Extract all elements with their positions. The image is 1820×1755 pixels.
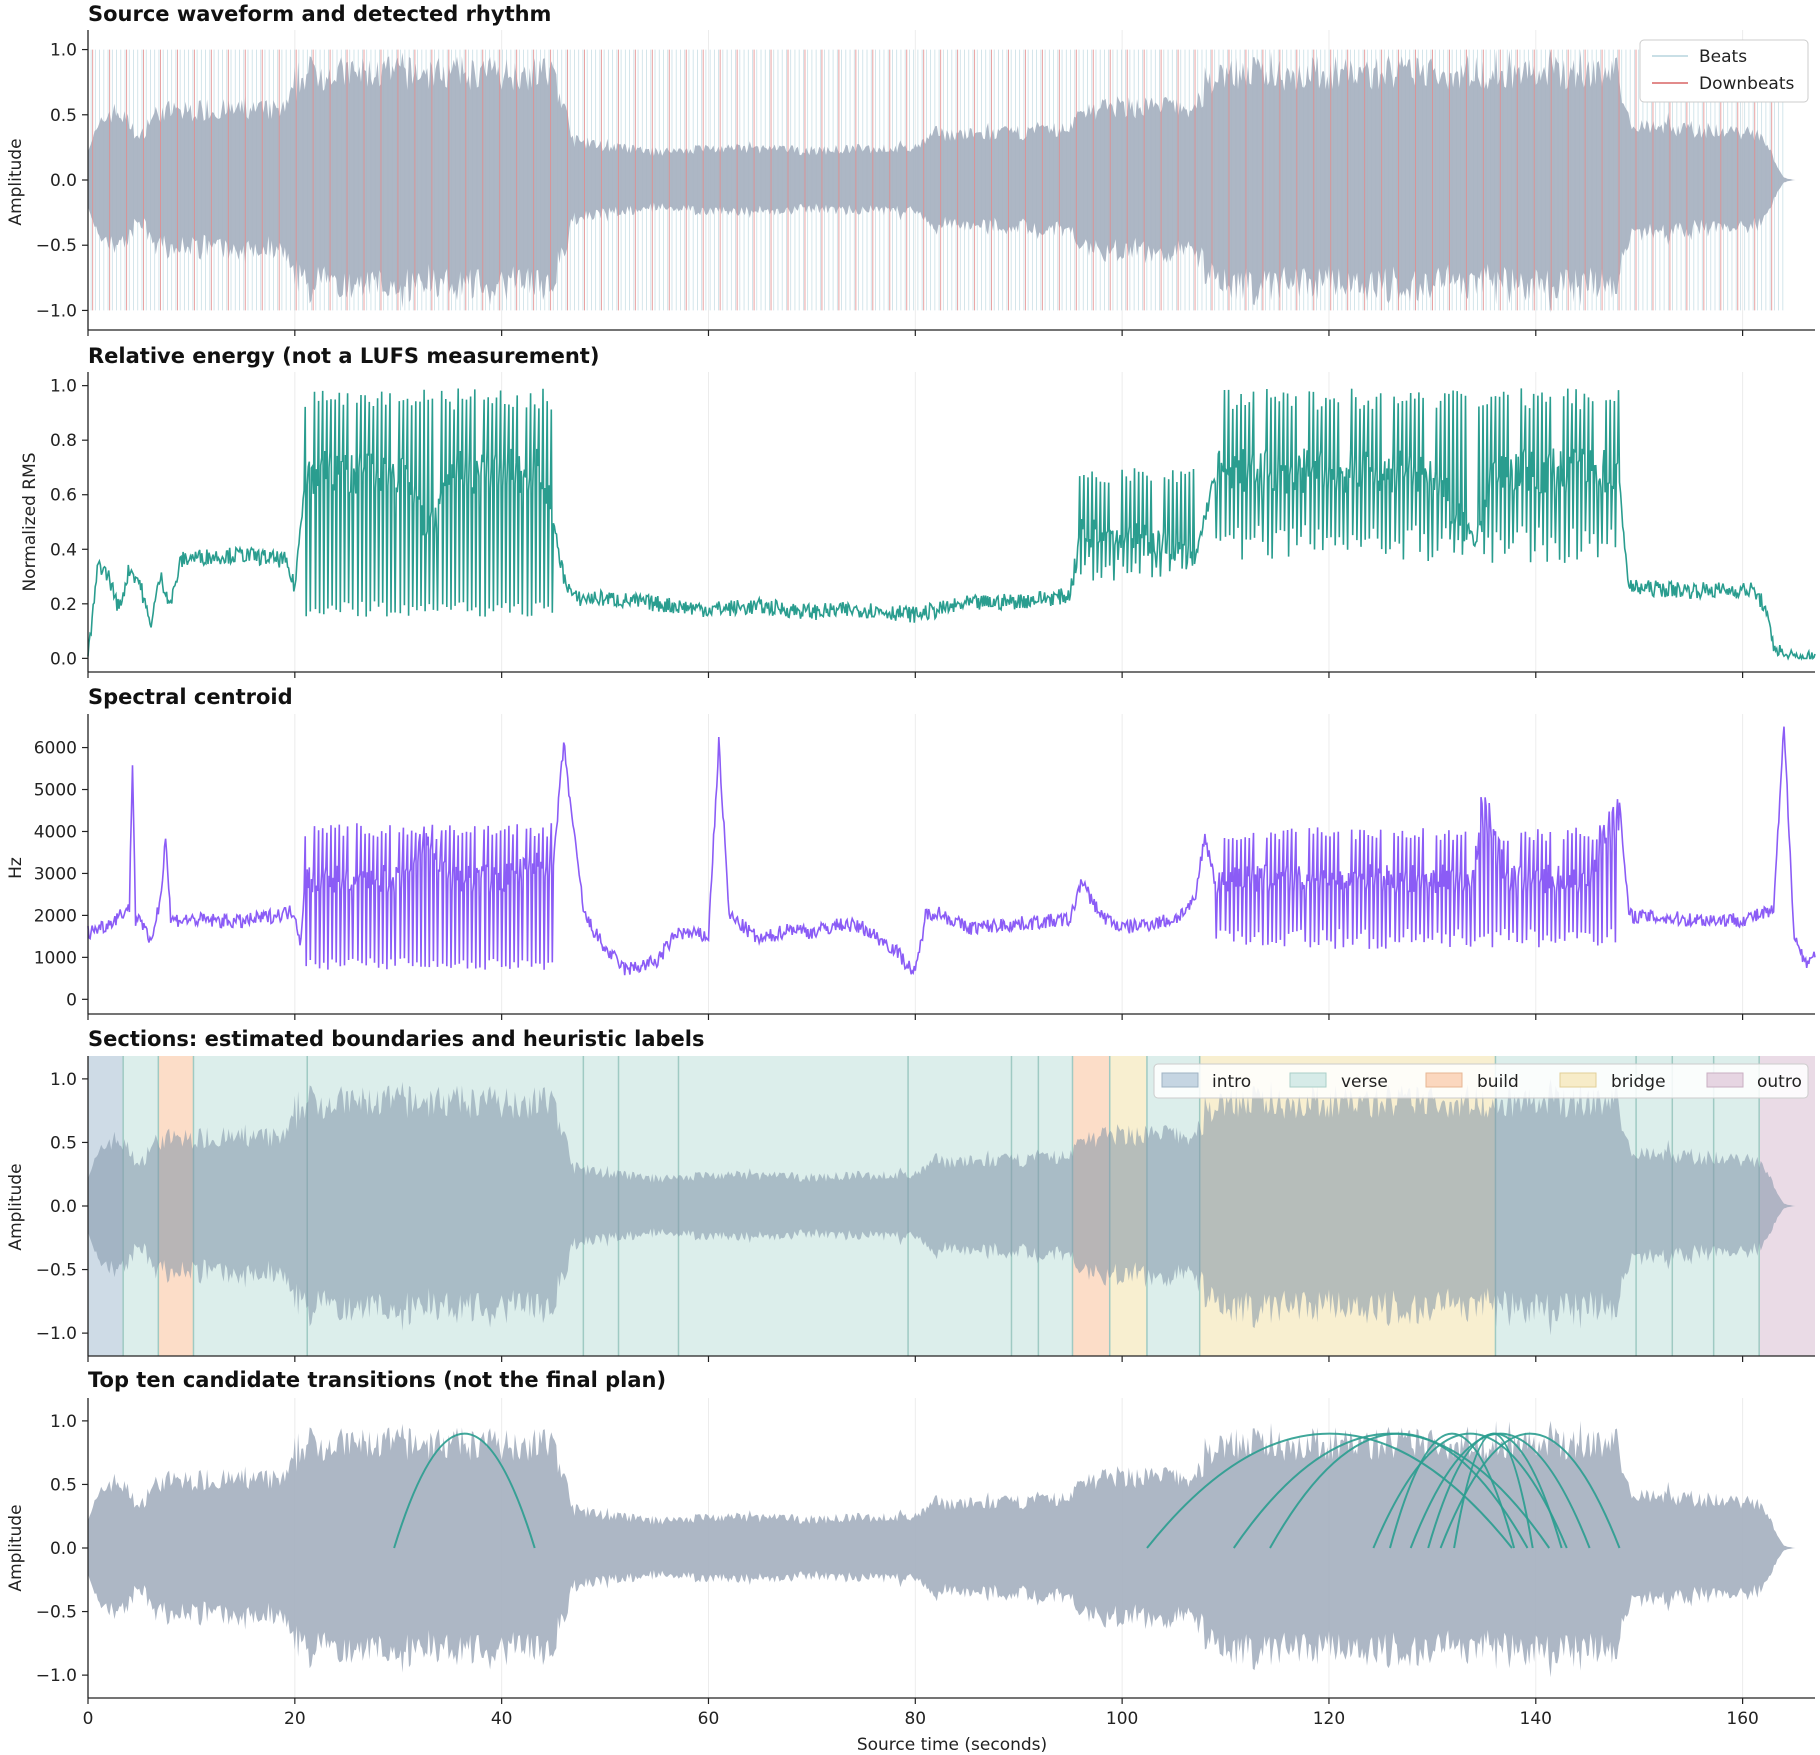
downbeats-legend-label: Downbeats (1699, 74, 1795, 94)
y-tick-label: 1.0 (50, 41, 77, 61)
sections-legend: intro verse build bridge outro (1153, 1063, 1809, 1099)
transition-arc (1146, 1432, 1513, 1549)
y-tick-label: 0.0 (50, 1539, 77, 1559)
build-legend-swatch (1425, 1072, 1463, 1088)
y-tick-label: 0.5 (50, 1133, 77, 1153)
transition-arc (1453, 1432, 1534, 1549)
centroid-panel: 0 1000 2000 3000 4000 5000 6000 Spectral centr… (6, 685, 1816, 1020)
verse-legend-label: verse (1341, 1072, 1388, 1092)
transition-arc (1269, 1432, 1529, 1549)
beats-legend-label: Beats (1699, 47, 1747, 67)
x-tick-label: 120 (1313, 1709, 1345, 1729)
y-tick-label: 0.5 (50, 106, 77, 126)
x-axis-label: Source time (seconds) (857, 1735, 1047, 1755)
x-tick-label: 140 (1520, 1709, 1552, 1729)
y-tick-label: −0.5 (36, 1603, 77, 1623)
verse-legend-swatch (1289, 1072, 1327, 1088)
x-tick-label: 20 (284, 1709, 306, 1729)
y-tick-label: 0 (66, 990, 77, 1010)
transition-arc (1372, 1432, 1568, 1549)
bridge-legend-label: bridge (1611, 1072, 1666, 1092)
waveform-ylabel: Amplitude (6, 138, 26, 225)
energy-line (87, 388, 1816, 661)
waveform (88, 1078, 1799, 1336)
energy-title: Relative energy (not a LUFS measurement) (88, 344, 599, 368)
y-tick-label: 0.6 (50, 486, 77, 506)
y-tick-label: 0.0 (50, 1197, 77, 1217)
y-tick-label: 4000 (34, 822, 77, 842)
energy-panel: 0.0 0.2 0.4 0.6 0.8 1.0 Relative energy (not … (20, 344, 1816, 678)
x-tick-label: 160 (1726, 1709, 1758, 1729)
transition-arc (1389, 1432, 1516, 1549)
waveform-title: Source waveform and detected rhythm (88, 2, 551, 26)
sections-ylabel: Amplitude (6, 1163, 26, 1250)
x-tick-label: 0 (83, 1709, 94, 1729)
centroid-title: Spectral centroid (88, 685, 293, 709)
energy-plot-area: 0.0 0.2 0.4 0.6 0.8 1.0 (50, 372, 1816, 678)
sections-panel: −1.0 −0.5 0.0 0.5 1.0 Sections: estimated bo… (6, 1027, 1815, 1362)
transitions-plot-area: −1.0 −0.5 0.0 0.5 1.0 0 20 40 60 80 100 120 140 160 (36, 1398, 1815, 1729)
y-tick-label: −1.0 (36, 1666, 77, 1686)
x-tick-label: 40 (491, 1709, 513, 1729)
centroid-ylabel: Hz (6, 857, 26, 879)
intro-legend-label: intro (1212, 1072, 1251, 1092)
waveform (88, 49, 1799, 313)
waveform-plot-area: −1.0 −0.5 0.0 0.5 1.0 (36, 30, 1815, 336)
waveform-legend: Beats Downbeats (1639, 39, 1809, 103)
waveform (88, 1420, 1799, 1678)
build-legend-label: build (1477, 1072, 1519, 1092)
transition-arc (393, 1432, 536, 1549)
y-tick-label: 2000 (34, 906, 77, 926)
sections-plot-area: −1.0 −0.5 0.0 0.5 1.0 (36, 1056, 1815, 1362)
y-tick-label: 0.4 (50, 540, 77, 560)
outro-legend-label: outro (1757, 1072, 1802, 1092)
x-tick-label: 60 (698, 1709, 720, 1729)
y-tick-label: 1000 (34, 948, 77, 968)
x-tick-label: 100 (1106, 1709, 1138, 1729)
transitions-ylabel: Amplitude (6, 1504, 26, 1591)
x-tick-label: 80 (904, 1709, 926, 1729)
transitions-title: Top ten candidate transitions (not the f… (88, 1368, 666, 1392)
y-tick-label: 0.8 (50, 431, 77, 451)
sections-title: Sections: estimated boundaries and heuri… (88, 1027, 704, 1051)
y-tick-label: −0.5 (36, 1261, 77, 1281)
y-tick-label: 0.0 (50, 171, 77, 191)
y-tick-label: 0.0 (50, 649, 77, 669)
y-tick-label: 6000 (34, 739, 77, 759)
centroid-plot-area: 0 1000 2000 3000 4000 5000 6000 (34, 714, 1816, 1020)
transitions-panel: −1.0 −0.5 0.0 0.5 1.0 0 20 40 60 80 100 120 140 160 T… (6, 1368, 1815, 1755)
y-tick-label: 1.0 (50, 1070, 77, 1090)
y-tick-label: 3000 (34, 864, 77, 884)
centroid-line (87, 726, 1816, 976)
outro-legend-swatch (1706, 1072, 1744, 1088)
y-tick-label: 5000 (34, 781, 77, 801)
intro-legend-swatch (1161, 1072, 1199, 1088)
y-tick-label: 0.2 (50, 595, 77, 615)
y-tick-label: 1.0 (50, 377, 77, 397)
y-tick-label: −1.0 (36, 301, 77, 321)
y-tick-label: 0.5 (50, 1475, 77, 1495)
y-tick-label: 1.0 (50, 1412, 77, 1432)
waveform-panel: −1.0 −0.5 0.0 0.5 1.0 Source waveform and de… (6, 2, 1815, 336)
y-tick-label: −1.0 (36, 1324, 77, 1344)
bridge-legend-swatch (1559, 1072, 1597, 1088)
y-tick-label: −0.5 (36, 236, 77, 256)
energy-ylabel: Normalized RMS (20, 452, 40, 591)
